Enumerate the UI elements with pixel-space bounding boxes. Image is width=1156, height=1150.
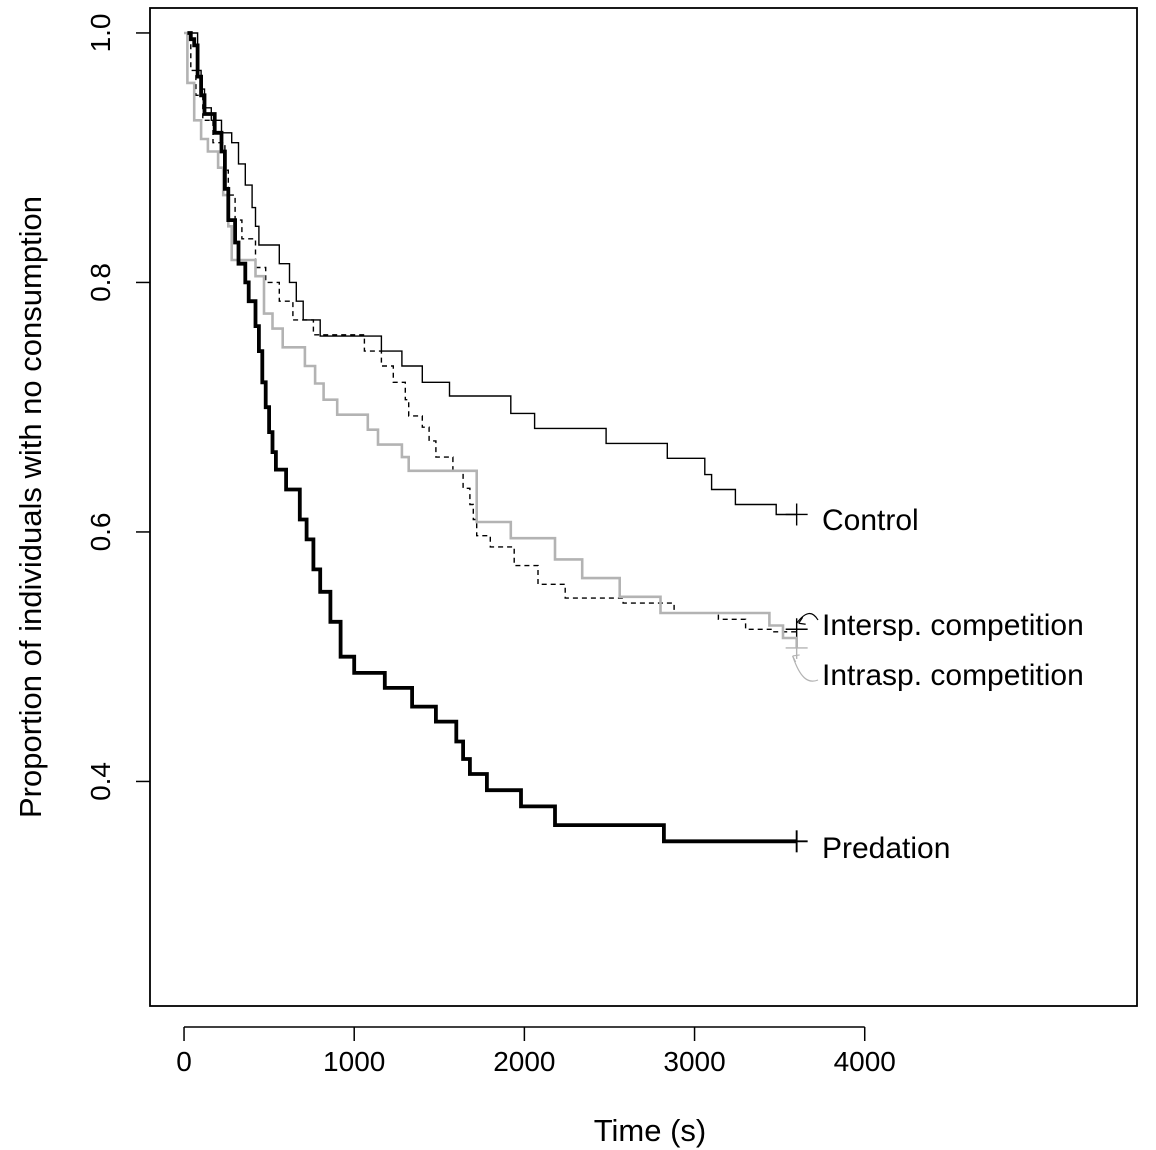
leader-intrasp-arrowhead bbox=[792, 654, 800, 663]
x-axis-title: Time (s) bbox=[594, 1113, 707, 1148]
y-tick-label: 0.6 bbox=[85, 512, 116, 551]
x-axis: 0 1000 2000 3000 4000 bbox=[176, 1026, 896, 1077]
series-line-2 bbox=[184, 32, 798, 633]
y-tick-label: 1.0 bbox=[85, 13, 116, 52]
x-tick-label: 3000 bbox=[663, 1046, 725, 1077]
plot-frame bbox=[149, 7, 1138, 1007]
y-tick-label: 0.8 bbox=[85, 263, 116, 302]
label-layer: Control Intersp. competition Intrasp. comp… bbox=[792, 504, 1084, 865]
series-layer bbox=[184, 31, 808, 853]
series-label: Predation bbox=[822, 832, 950, 865]
series-line-4 bbox=[187, 31, 797, 844]
series-label: Intersp. competition bbox=[822, 609, 1084, 642]
leader-intrasp bbox=[792, 655, 819, 682]
y-axis: 0.4 0.6 0.8 1.0 bbox=[85, 13, 150, 801]
series-label: Control bbox=[822, 504, 919, 537]
series-label: Intrasp. competition bbox=[822, 659, 1084, 692]
x-tick-label: 2000 bbox=[493, 1046, 555, 1077]
y-tick-label: 0.4 bbox=[85, 762, 116, 801]
x-tick-label: 1000 bbox=[323, 1046, 385, 1077]
series-line-1 bbox=[184, 32, 797, 516]
x-tick-label: 4000 bbox=[834, 1046, 896, 1077]
leader-intersp-arrowhead bbox=[798, 616, 806, 625]
x-tick-label: 0 bbox=[176, 1046, 192, 1077]
leader-intersp bbox=[796, 613, 819, 624]
y-axis-title: Proportion of individuals with no consum… bbox=[13, 196, 48, 818]
series-line-3 bbox=[184, 31, 798, 648]
